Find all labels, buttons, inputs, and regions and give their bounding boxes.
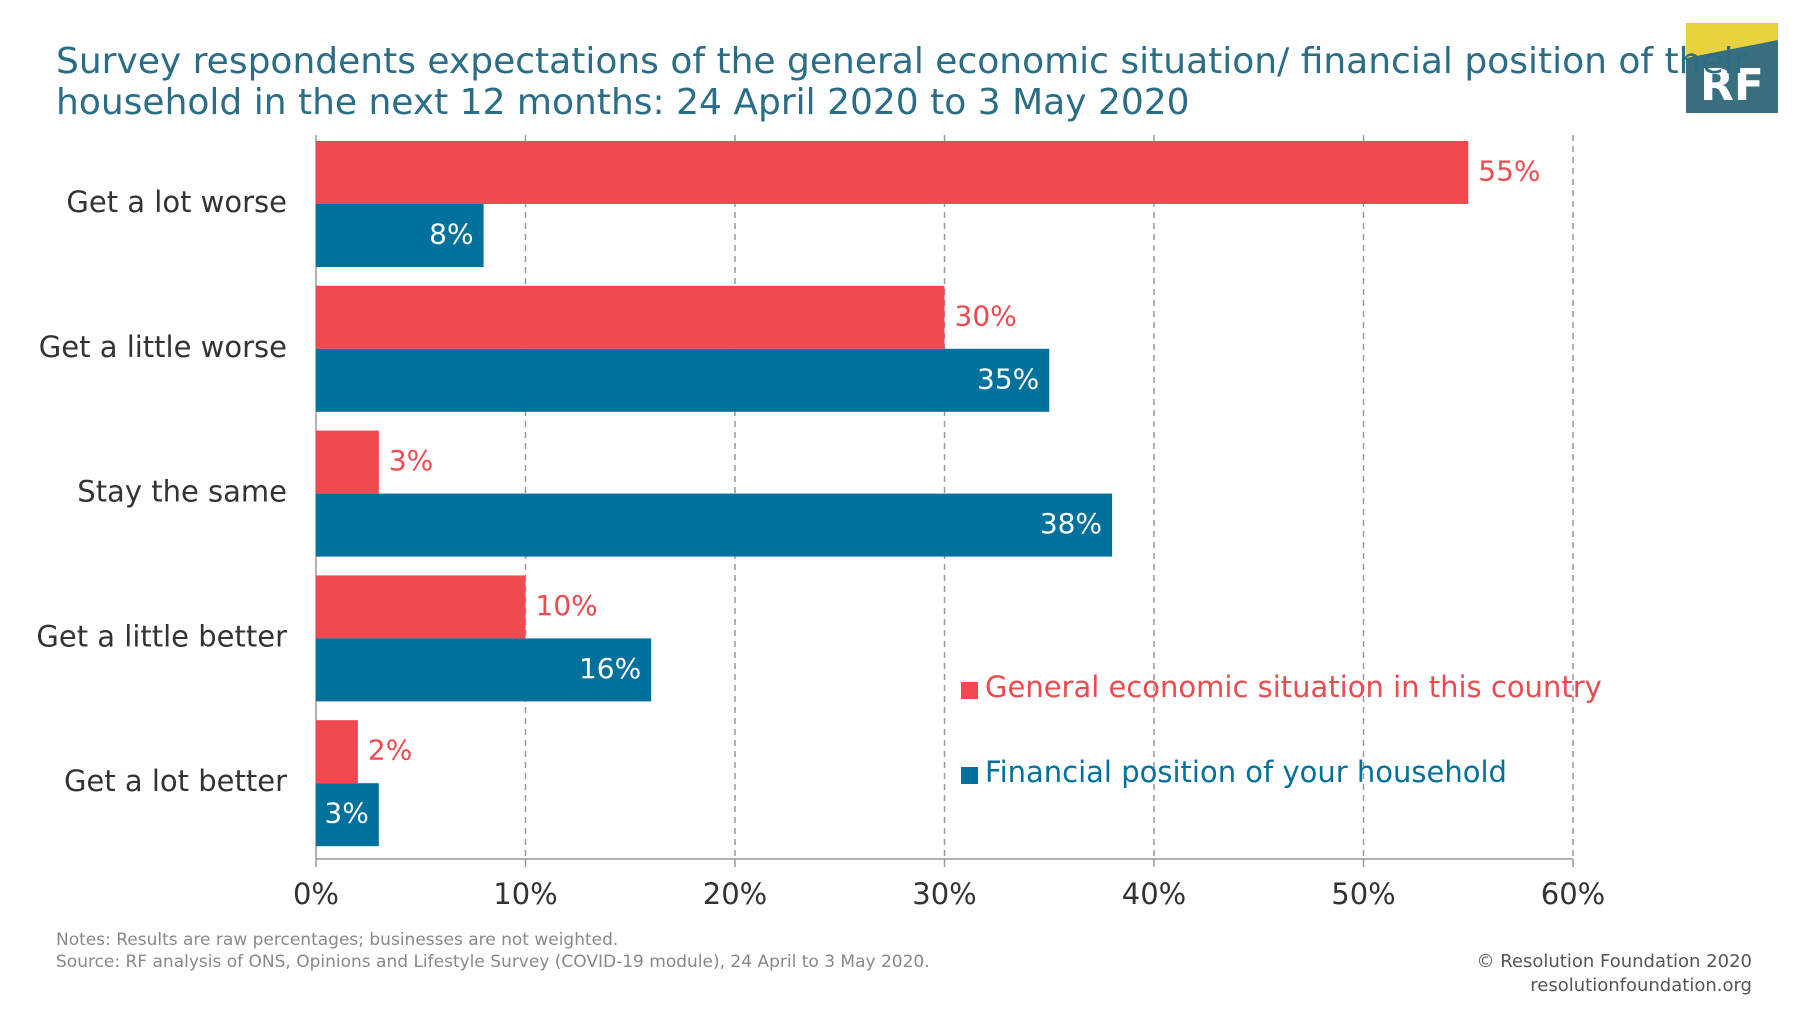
value-label: 2% xyxy=(368,734,412,767)
x-tick-label: 30% xyxy=(912,877,976,911)
value-label: 3% xyxy=(324,797,368,830)
legend-label: Financial position of your household xyxy=(985,755,1507,789)
x-tick-label: 50% xyxy=(1331,877,1395,911)
value-label: 55% xyxy=(1478,155,1540,188)
value-label: 16% xyxy=(579,652,641,685)
value-label: 3% xyxy=(389,444,433,477)
logo-text: RF xyxy=(1700,60,1764,111)
x-tick-label: 60% xyxy=(1541,877,1605,911)
x-tick-label: 20% xyxy=(703,877,767,911)
website: resolutionfoundation.org xyxy=(1530,975,1752,996)
value-label: 10% xyxy=(536,589,598,622)
value-label: 30% xyxy=(955,299,1017,332)
legend-label: General economic situation in this count… xyxy=(985,670,1602,704)
bar xyxy=(316,204,484,267)
y-tick-label: Stay the same xyxy=(77,475,287,509)
bar xyxy=(316,141,1469,204)
legend-swatch xyxy=(961,767,978,784)
y-tick-label: Get a lot worse xyxy=(66,185,287,219)
x-tick-label: 40% xyxy=(1122,877,1186,911)
chart-title: Survey respondents expectations of the g… xyxy=(56,41,1749,82)
logo-accent xyxy=(1686,23,1778,58)
bar xyxy=(316,575,526,639)
bar xyxy=(316,348,1050,412)
logo: RF xyxy=(1686,23,1778,113)
notes: Notes: Results are raw percentages; busi… xyxy=(56,930,618,950)
bar xyxy=(316,285,945,349)
source: Source: RF analysis of ONS, Opinions and… xyxy=(56,952,930,972)
chart-title: household in the next 12 months: 24 Apri… xyxy=(56,82,1190,123)
y-tick-label: Get a lot better xyxy=(64,764,287,798)
y-tick-label: Get a little worse xyxy=(39,330,287,364)
value-label: 38% xyxy=(1040,507,1102,540)
bar xyxy=(316,720,358,784)
bar xyxy=(316,783,379,847)
bar xyxy=(316,430,379,494)
value-label: 8% xyxy=(429,218,473,251)
credit: © Resolution Foundation 2020 xyxy=(1476,951,1752,972)
x-tick-label: 10% xyxy=(493,877,557,911)
x-tick-label: 0% xyxy=(293,877,339,911)
bar xyxy=(316,638,652,702)
value-label: 35% xyxy=(977,362,1039,395)
bar xyxy=(316,493,1113,557)
y-tick-label: Get a little better xyxy=(36,619,287,653)
legend-swatch xyxy=(961,682,978,699)
